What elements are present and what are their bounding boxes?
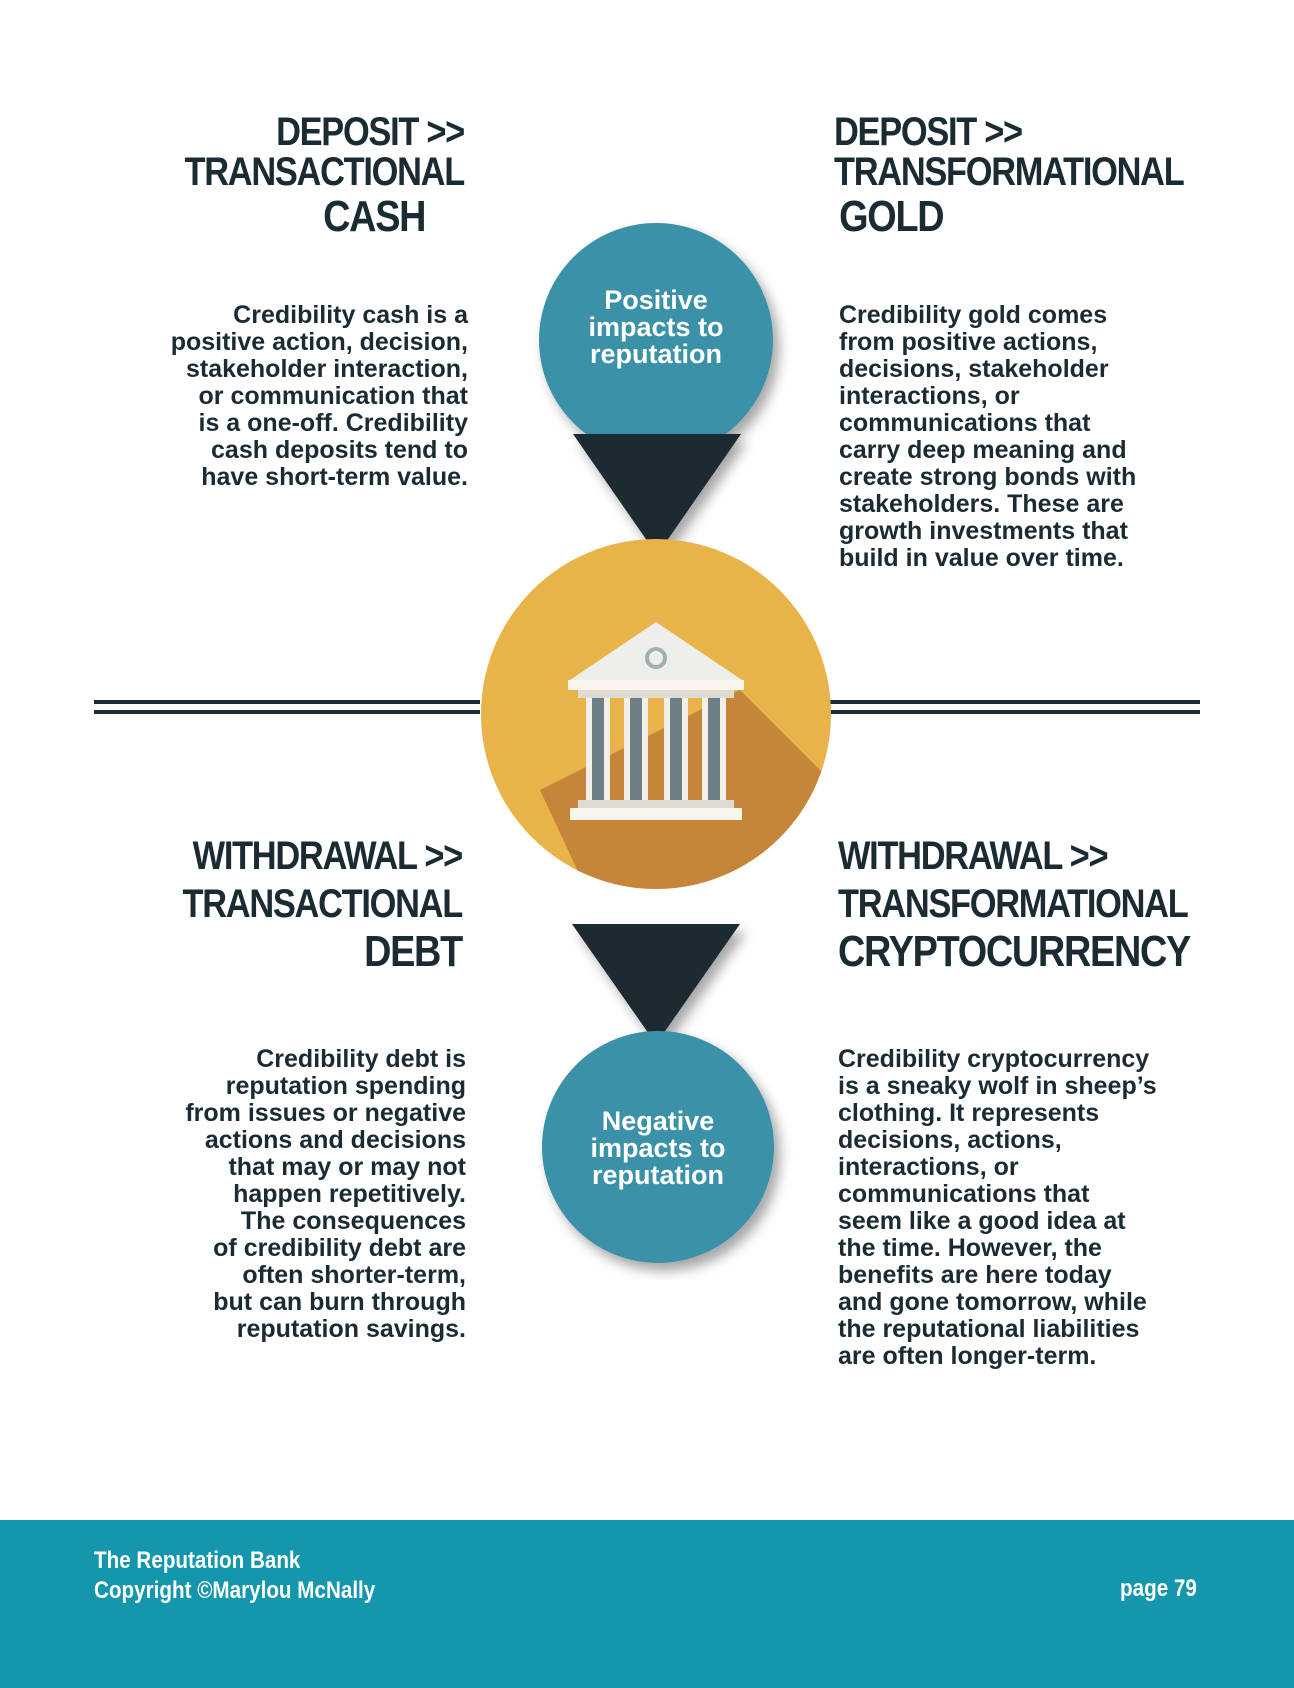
heading-line-3: CRYPTOCURRENCY	[838, 927, 1191, 976]
page-number: page 79	[1120, 1575, 1197, 1602]
positive-line-3: reputation	[590, 339, 722, 369]
body-line: clothing. It represents	[838, 1099, 1100, 1127]
heading-line-2: TRANSACTIONAL	[182, 882, 464, 926]
divider-left-bottom	[94, 710, 480, 714]
body-line: decisions, actions,	[838, 1126, 1062, 1154]
body-line: have short-term value.	[201, 463, 468, 491]
heading-line-3: GOLD	[839, 192, 944, 241]
deposit-gold-body: Credibility gold comes from positive act…	[839, 302, 1239, 572]
body-line: or communication that	[198, 382, 468, 410]
body-line: Credibility gold comes	[839, 301, 1108, 329]
body-line: are often longer-term.	[838, 1342, 1097, 1370]
heading-line-1: WITHDRAWAL >>	[192, 834, 464, 878]
body-line: positive action, decision,	[170, 328, 468, 356]
body-line: reputation savings.	[236, 1315, 466, 1343]
deposit-gold-heading: DEPOSIT >> TRANSFORMATIONAL GOLD	[834, 110, 1185, 242]
down-arrow-bottom	[572, 924, 740, 1044]
body-line: reputation spending	[225, 1072, 466, 1100]
body-line: stakeholder interaction,	[185, 355, 468, 383]
body-line: Credibility debt is	[256, 1045, 466, 1073]
body-line: from positive actions,	[839, 328, 1098, 356]
negative-line-1: Negative	[601, 1106, 715, 1136]
positive-line-2: impacts to	[588, 312, 724, 342]
body-line: create strong bonds with	[839, 463, 1137, 491]
bank-building-icon	[568, 622, 744, 820]
body-line: Credibility cryptocurrency	[838, 1045, 1150, 1073]
deposit-cash-heading: DEPOSIT >> TRANSACTIONAL CASH	[184, 110, 466, 242]
deposit-cash-body: Credibility cash is a positive action, d…	[108, 302, 468, 491]
withdrawal-crypto-heading: WITHDRAWAL >> TRANSFORMATIONAL CRYPTOCUR…	[838, 832, 1191, 976]
body-line: often shorter-term,	[242, 1261, 466, 1289]
footer-copyright: Copyright ©Marylou McNally	[94, 1577, 376, 1604]
heading-line-2: TRANSFORMATIONAL	[838, 882, 1189, 926]
positive-impact-bubble	[539, 223, 773, 457]
body-line: growth investments that	[839, 517, 1128, 545]
positive-bubble-text: Positive impacts to reputation	[546, 287, 766, 368]
divider-left-top	[94, 700, 480, 704]
heading-line-1: WITHDRAWAL >>	[838, 834, 1109, 878]
withdrawal-debt-heading: WITHDRAWAL >> TRANSACTIONAL DEBT	[182, 832, 464, 976]
body-line: from issues or negative	[185, 1099, 466, 1127]
withdrawal-crypto-body: Credibility cryptocurrency is a sneaky w…	[838, 1046, 1258, 1370]
footer-title: The Reputation Bank	[94, 1547, 301, 1574]
body-line: build in value over time.	[839, 544, 1124, 572]
body-line: stakeholders. These are	[839, 490, 1124, 518]
body-line: benefits are here today	[838, 1261, 1112, 1289]
body-line: cash deposits tend to	[211, 436, 468, 464]
negative-impact-bubble	[542, 1031, 774, 1263]
body-line: and gone tomorrow, while	[838, 1288, 1147, 1316]
body-line: is a sneaky wolf in sheep’s	[838, 1072, 1157, 1100]
divider-right-bottom	[830, 710, 1200, 714]
body-line: interactions, or	[839, 382, 1020, 410]
body-line: but can burn through	[213, 1288, 466, 1316]
body-line: happen repetitively.	[233, 1180, 466, 1208]
heading-line-2: TRANSFORMATIONAL	[834, 150, 1185, 194]
heading-line-3: CASH	[323, 192, 426, 241]
body-line: the reputational liabilities	[838, 1315, 1140, 1343]
withdrawal-debt-body: Credibility debt is reputation spending …	[106, 1046, 466, 1343]
body-line: interactions, or	[838, 1153, 1019, 1181]
negative-line-2: impacts to	[590, 1133, 726, 1163]
body-line: The consequences	[240, 1207, 466, 1235]
body-line: of credibility debt are	[213, 1234, 466, 1262]
body-line: carry deep meaning and	[839, 436, 1127, 464]
body-line: the time. However, the	[838, 1234, 1102, 1262]
body-line: is a one-off. Credibility	[198, 409, 468, 437]
heading-line-3: DEBT	[364, 927, 463, 976]
body-line: communications that	[839, 409, 1091, 437]
down-arrow-top	[573, 434, 741, 555]
page-footer: The Reputation Bank Copyright ©Marylou M…	[0, 1520, 1294, 1688]
bank-coin	[481, 539, 831, 889]
divider-right-top	[830, 700, 1200, 704]
heading-line-2: TRANSACTIONAL	[184, 150, 466, 194]
body-line: actions and decisions	[204, 1126, 466, 1154]
positive-line-1: Positive	[604, 285, 708, 315]
body-line: that may or may not	[228, 1153, 466, 1181]
negative-bubble-text: Negative impacts to reputation	[548, 1108, 768, 1189]
body-line: Credibility cash is a	[233, 301, 468, 329]
negative-line-3: reputation	[592, 1160, 724, 1190]
body-line: communications that	[838, 1180, 1090, 1208]
center-graphic	[481, 223, 831, 1263]
heading-line-1: DEPOSIT >>	[276, 110, 465, 154]
body-line: decisions, stakeholder	[839, 355, 1109, 383]
heading-line-1: DEPOSIT >>	[834, 110, 1023, 154]
body-line: seem like a good idea at	[838, 1207, 1126, 1235]
